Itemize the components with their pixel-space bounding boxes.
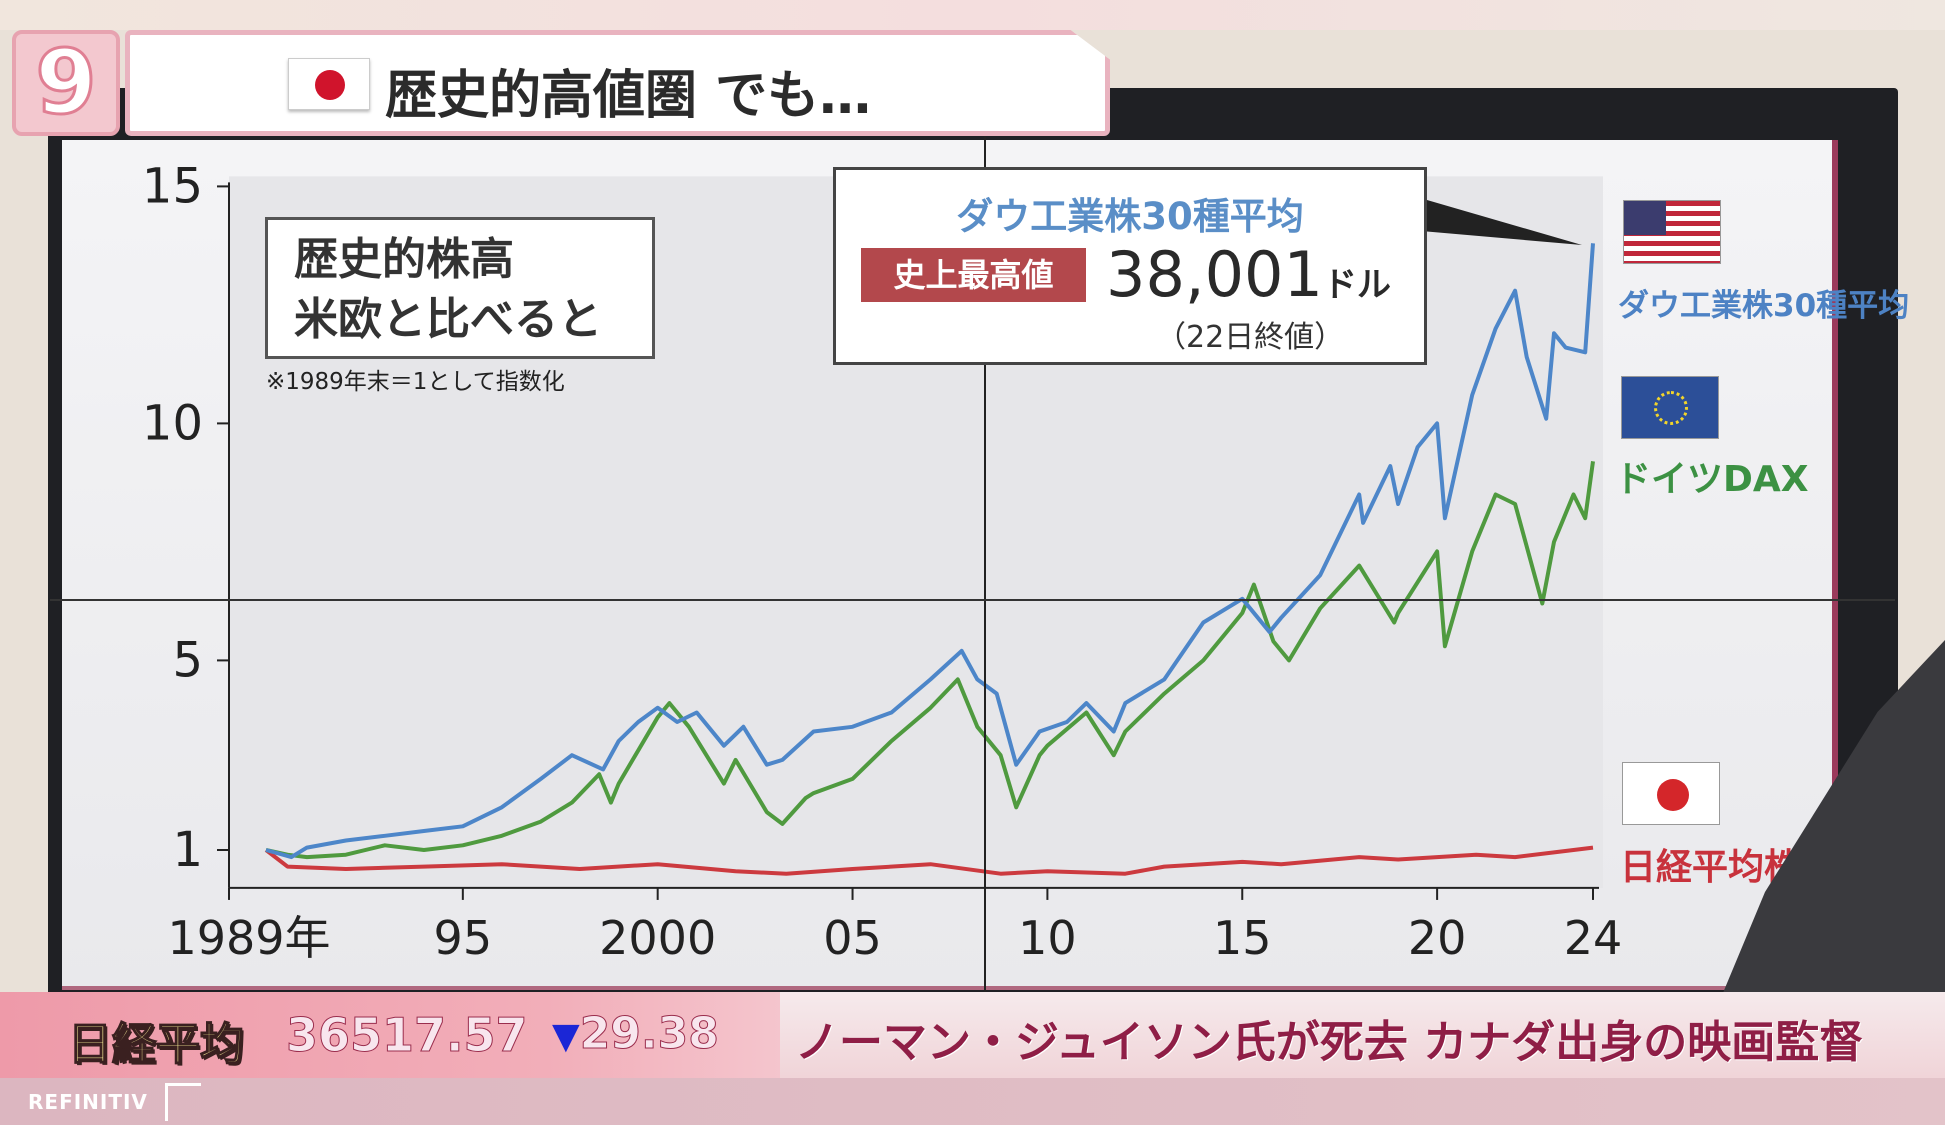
title-bar: 歴史的高値圏 でも… (125, 30, 1110, 136)
record-price: 38,001ドル (1106, 238, 1391, 311)
record-high-callout: ダウ工業株30種平均 史上最高値 38,001ドル （22日終値） (833, 167, 1427, 365)
legend-dax: ドイツDAX (1615, 459, 1809, 500)
y-tick-label: 1 (172, 822, 203, 878)
x-tick-label: 10 (1018, 911, 1077, 965)
market-ticker: 日経平均 36517.57 ▼29.38 (0, 992, 780, 1078)
news-ticker: 日経平均 36517.57 ▼29.38 ノーマン・ジュイソン氏が死去 カナダ出… (0, 992, 1945, 1078)
source-logo: REFINITIV (28, 1090, 148, 1114)
x-tick-label: 2000 (599, 911, 716, 965)
callout-title: ダウ工業株30種平均 (956, 195, 1304, 238)
channel-logo: 9 (12, 30, 120, 136)
series-line (264, 845, 1594, 876)
nikkei-label: 日経平均 (67, 1018, 245, 1071)
x-tick-label: 20 (1408, 911, 1467, 965)
series-line (265, 461, 1595, 860)
y-tick-label: 10 (142, 395, 203, 451)
x-tick-label: 24 (1564, 911, 1623, 965)
japan-flag-icon (288, 58, 370, 110)
price-value: 38,001 (1106, 238, 1323, 311)
nikkei-value: 36517.57 (286, 1008, 529, 1063)
eu-flag-icon (1621, 376, 1719, 439)
x-tick-label: 1989年 (167, 911, 330, 965)
x-tick-label: 05 (823, 911, 882, 965)
close-note: （22日終値） (1156, 320, 1345, 355)
japan-flag-icon (1622, 762, 1720, 825)
down-triangle-icon: ▼ (552, 1016, 580, 1057)
record-high-badge: 史上最高値 (861, 248, 1086, 302)
annotation-line: 米欧と比べると (294, 294, 602, 345)
change-value: 29.38 (579, 1008, 719, 1060)
headline-bar: ノーマン・ジュイソン氏が死去 カナダ出身の映画監督 (780, 992, 1945, 1078)
headline-text: ノーマン・ジュイソン氏が死去 カナダ出身の映画監督 (795, 1017, 1864, 1068)
logo-text: 9 (34, 31, 98, 134)
y-tick-label: 5 (172, 632, 203, 688)
refinitiv-logo-icon (165, 1083, 201, 1121)
us-flag-icon (1623, 200, 1721, 264)
legend-dow: ダウ工業株30種平均 (1618, 288, 1910, 324)
annotation-box: 歴史的株高 米欧と比べると (265, 217, 655, 359)
x-tick-label: 95 (434, 911, 493, 965)
price-unit: ドル (1322, 265, 1391, 305)
x-tick-label: 15 (1213, 911, 1272, 965)
y-tick-label: 15 (142, 158, 203, 214)
bottom-strip (0, 1078, 1945, 1125)
index-note: ※1989年末＝1として指数化 (266, 369, 565, 395)
page-title: 歴史的高値圏 でも… (385, 66, 872, 126)
nikkei-change: ▼29.38 (552, 1008, 719, 1060)
annotation-line: 歴史的株高 (294, 234, 514, 285)
background (0, 0, 1945, 30)
series-line (265, 243, 1595, 860)
